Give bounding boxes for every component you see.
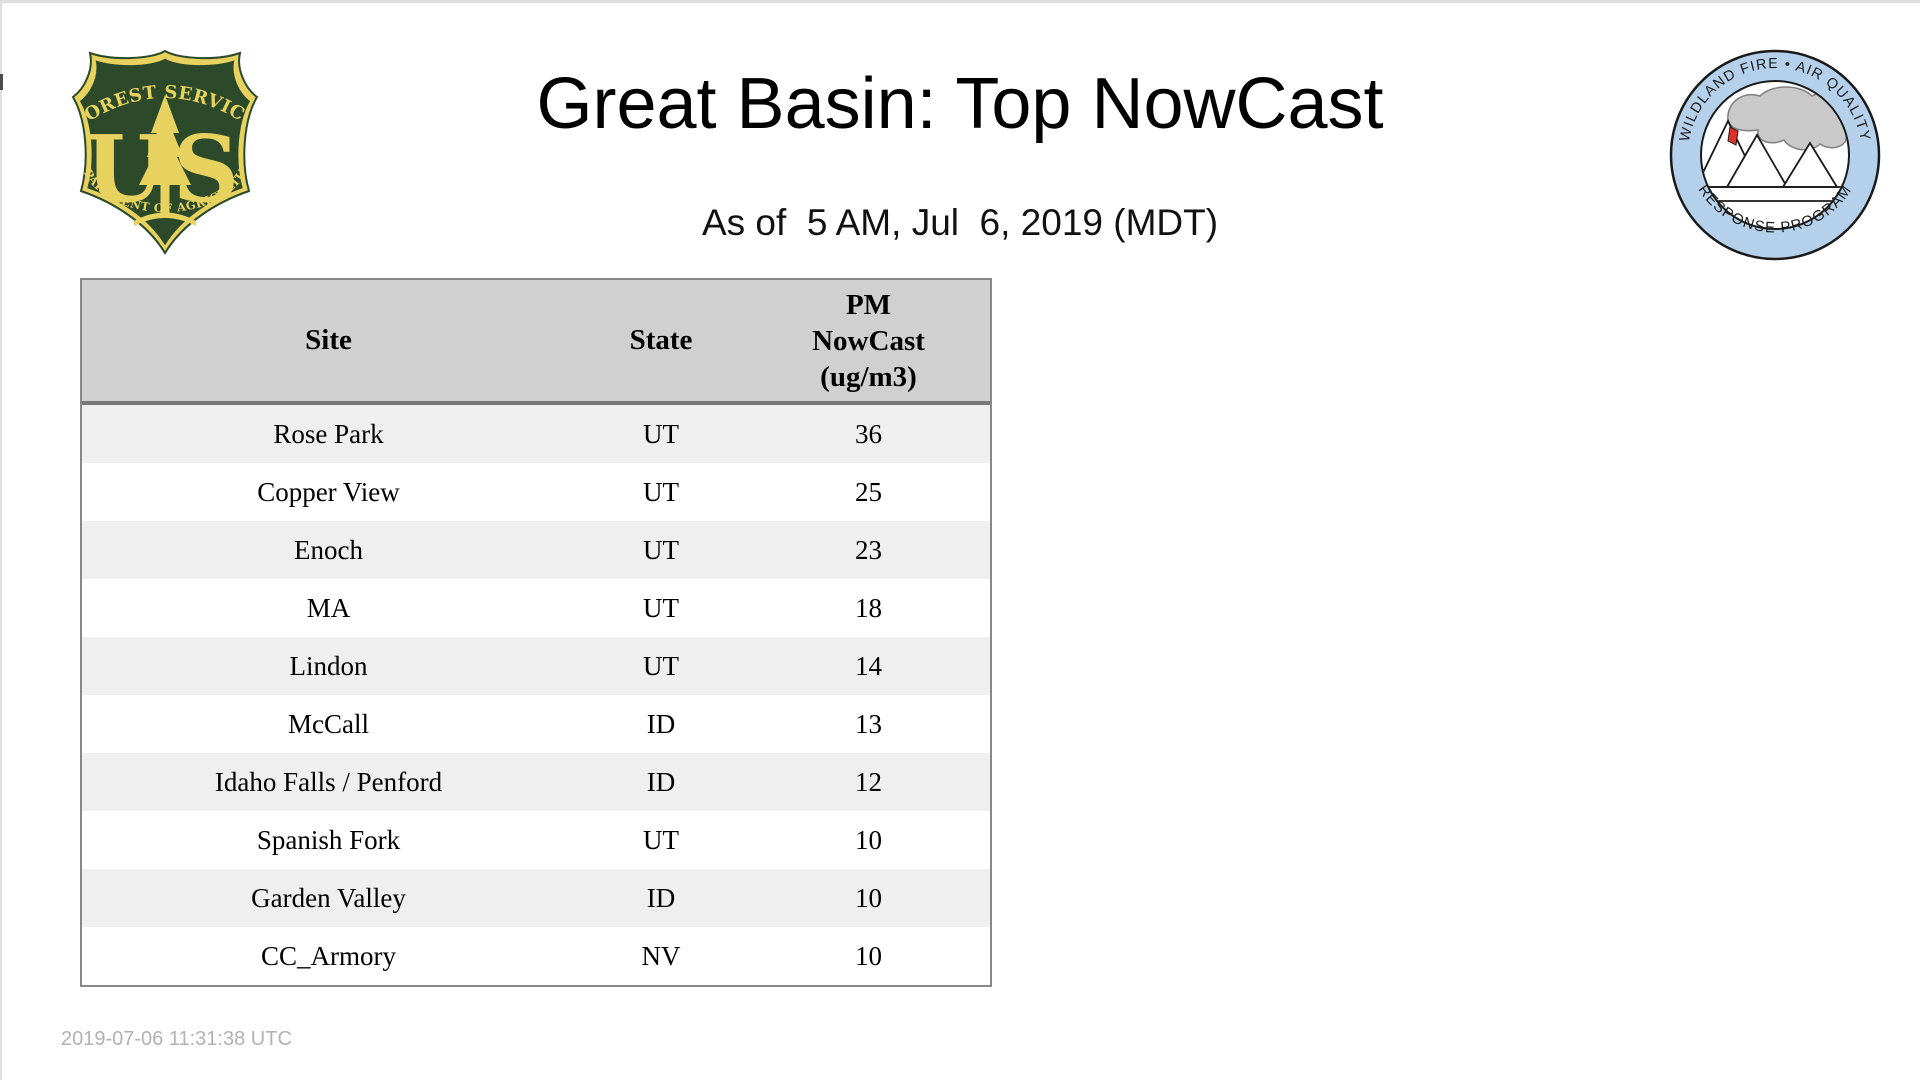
state-cell: NV — [641, 940, 681, 971]
value-cell: 25 — [855, 476, 882, 507]
state-cell: UT — [643, 418, 679, 449]
state-cell: UT — [643, 650, 679, 681]
state-cell: ID — [646, 766, 676, 797]
value-cell: 23 — [855, 534, 882, 565]
generated-timestamp: 2019-07-06 11:31:38 UTC — [61, 1028, 292, 1050]
table-row: Garden Valley ID 10 — [82, 869, 990, 927]
state-cell: ID — [646, 708, 676, 739]
page-subtitle: As of 5 AM, Jul 6, 2019 (MDT) — [701, 202, 1219, 243]
state-cell: UT — [643, 534, 679, 565]
table-row: Enoch UT 23 — [82, 521, 990, 579]
nowcast-table: Site State PM NowCast (ug/m3) Rose Park … — [80, 278, 992, 987]
air-quality-program-logo: WILDLAND FIRE • AIR QUALITY RESPONSE PRO… — [1668, 48, 1882, 262]
site-cell: Spanish Fork — [256, 824, 401, 855]
site-cell: Copper View — [257, 476, 400, 507]
forest-service-shield-icon: FOREST SERVICE DEPARTMENT OF AGRICULTURE… — [61, 29, 259, 255]
value-cell: 10 — [855, 940, 882, 971]
column-header-pm-nowcast: PM NowCast (ug/m3) — [747, 280, 990, 401]
screen-edge-artifact — [0, 74, 3, 90]
pm-header-line-2: NowCast — [812, 324, 925, 357]
value-cell: 10 — [855, 882, 882, 913]
value-cell: 14 — [855, 650, 882, 681]
air-quality-program-icon: WILDLAND FIRE • AIR QUALITY RESPONSE PRO… — [1669, 49, 1881, 261]
table-body: Rose Park UT 36 Copper View UT 25 Enoch … — [82, 405, 990, 985]
pm-header-line-1: PM — [845, 288, 892, 321]
column-header-state: State — [629, 324, 693, 356]
table-row: Idaho Falls / Penford ID 12 — [82, 753, 990, 811]
shield-letter-s: S — [173, 115, 239, 223]
screen-edge-left — [0, 0, 2, 1080]
value-cell: 18 — [855, 592, 882, 623]
state-cell: UT — [643, 824, 679, 855]
value-cell: 36 — [855, 418, 882, 449]
value-cell: 13 — [855, 708, 882, 739]
table-row: CC_Armory NV 10 — [82, 927, 990, 985]
table-header-row: Site State PM NowCast (ug/m3) — [82, 280, 990, 405]
table-row: McCall ID 13 — [82, 695, 990, 753]
table-row: Spanish Fork UT 10 — [82, 811, 990, 869]
value-cell: 12 — [855, 766, 882, 797]
column-header-site: Site — [305, 324, 352, 356]
forest-service-logo: FOREST SERVICE DEPARTMENT OF AGRICULTURE… — [61, 29, 263, 257]
site-cell: Lindon — [289, 650, 368, 681]
site-cell: Enoch — [294, 534, 363, 565]
state-cell: UT — [643, 476, 679, 507]
table-row: Lindon UT 14 — [82, 637, 990, 695]
flame-icon — [1727, 126, 1739, 146]
site-cell: MA — [306, 592, 351, 623]
pm-header-line-3: (ug/m3) — [820, 360, 917, 393]
state-cell: ID — [646, 882, 676, 913]
value-cell: 10 — [855, 824, 882, 855]
site-cell: McCall — [288, 708, 369, 739]
screen-edge-top — [0, 0, 1920, 3]
table-row: Copper View UT 25 — [82, 463, 990, 521]
state-cell: UT — [643, 592, 679, 623]
mountains-icon — [1702, 118, 1839, 188]
site-cell: CC_Armory — [261, 940, 396, 971]
table-row: Rose Park UT 36 — [82, 405, 990, 463]
site-cell: Garden Valley — [251, 882, 406, 913]
site-cell: Rose Park — [273, 418, 384, 449]
page-title: Great Basin: Top NowCast — [536, 64, 1384, 144]
pine-tree-icon — [134, 95, 196, 226]
table-row: MA UT 18 — [82, 579, 990, 637]
site-cell: Idaho Falls / Penford — [214, 766, 443, 797]
